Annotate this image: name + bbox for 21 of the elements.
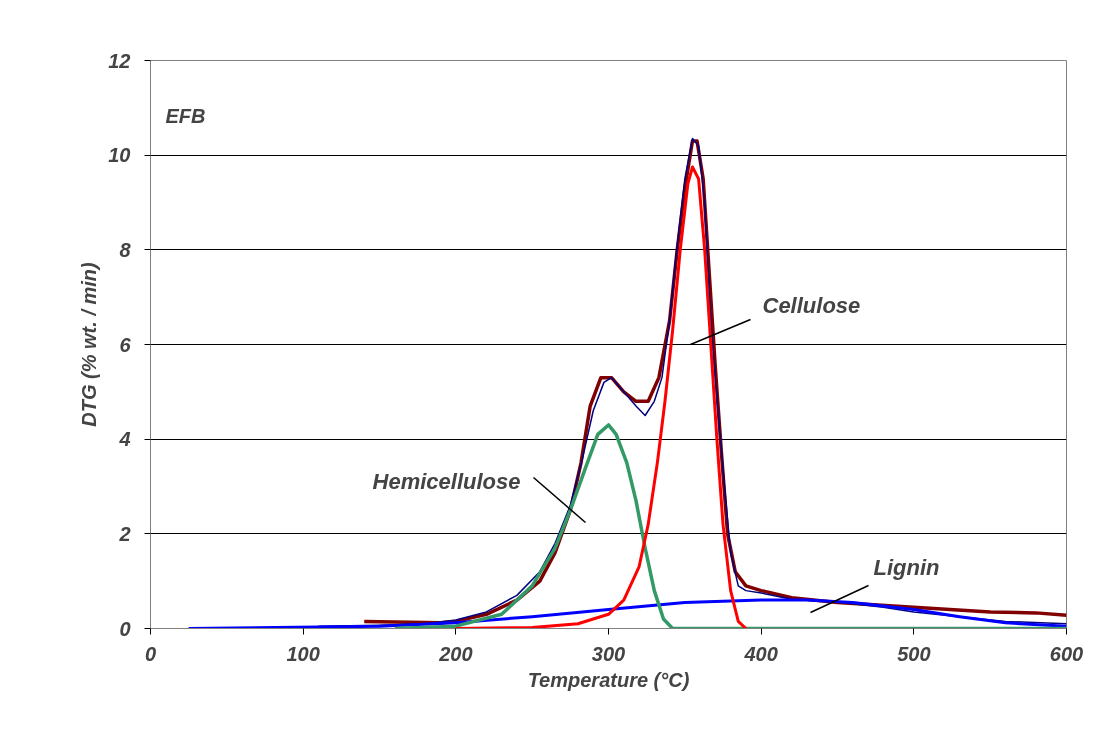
x-tick-label: 600 (1049, 642, 1084, 665)
x-axis-title: Temperature (°C) (527, 668, 690, 691)
y-tick-label: 0 (119, 617, 131, 640)
x-tick-label: 0 (144, 642, 157, 665)
x-tick-label: 100 (286, 642, 320, 665)
line-series (187, 598, 1067, 629)
y-axis-title: DTG (% wt. / min) (78, 261, 101, 427)
y-tick-label: 2 (118, 522, 131, 545)
x-tick-label: 400 (743, 642, 778, 665)
y-tick-label: 6 (119, 333, 132, 356)
x-tick-label: 200 (438, 642, 473, 665)
annotation: EFB (165, 104, 206, 127)
x-tick-label: 500 (897, 642, 931, 665)
y-tick-label: 10 (108, 144, 131, 167)
y-tick-label: 4 (118, 428, 131, 451)
annotation: Lignin (873, 555, 940, 580)
annotation: Cellulose (762, 293, 861, 318)
x-tick-label: 300 (591, 642, 626, 665)
y-tick-label: 8 (119, 238, 132, 261)
y-tick-label: 12 (108, 49, 131, 72)
annotation: Hemicellulose (372, 469, 521, 494)
